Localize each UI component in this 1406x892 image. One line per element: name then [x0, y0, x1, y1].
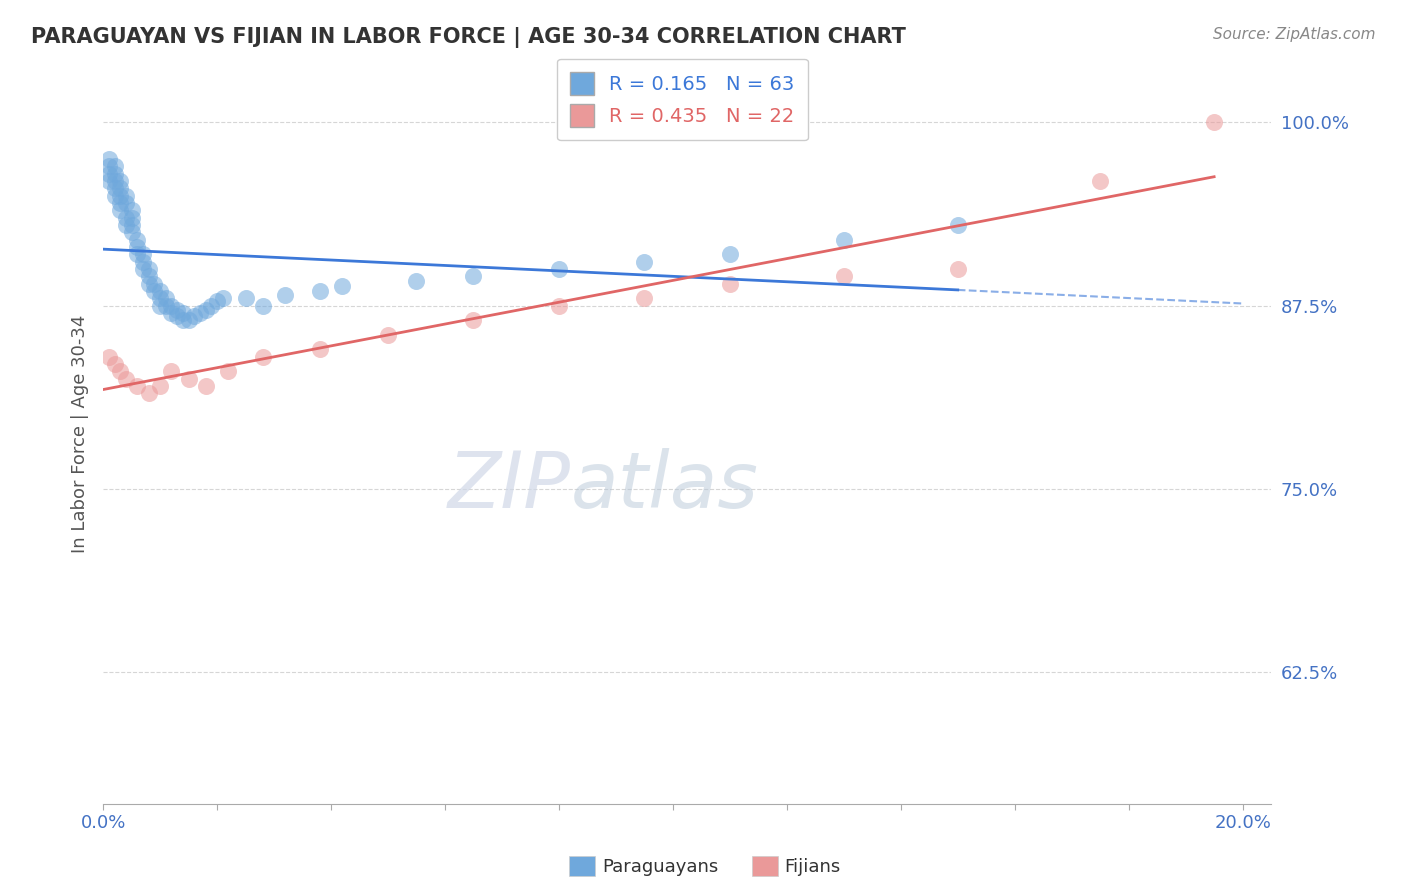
- Point: [308, 284, 330, 298]
- Point: [115, 372, 138, 386]
- Point: [132, 261, 155, 276]
- Point: [103, 174, 125, 188]
- Point: [160, 306, 183, 320]
- Point: [127, 233, 149, 247]
- Point: [138, 261, 160, 276]
- Point: [166, 309, 188, 323]
- Point: [405, 274, 427, 288]
- Point: [121, 211, 143, 225]
- Point: [155, 299, 177, 313]
- Point: [183, 309, 205, 323]
- Point: [110, 188, 132, 202]
- Point: [103, 188, 125, 202]
- Point: [946, 261, 969, 276]
- Point: [160, 364, 183, 378]
- Point: [149, 299, 172, 313]
- Point: [132, 254, 155, 268]
- Point: [177, 372, 200, 386]
- Point: [166, 302, 188, 317]
- Point: [138, 277, 160, 291]
- Point: [132, 247, 155, 261]
- Point: [127, 379, 149, 393]
- Point: [97, 167, 120, 181]
- Point: [143, 284, 166, 298]
- Point: [194, 379, 217, 393]
- Point: [149, 284, 172, 298]
- Point: [110, 181, 132, 195]
- Point: [121, 225, 143, 239]
- Point: [308, 343, 330, 357]
- Point: [103, 167, 125, 181]
- Point: [211, 291, 233, 305]
- Point: [97, 159, 120, 173]
- Point: [172, 306, 194, 320]
- Point: [127, 247, 149, 261]
- Point: [633, 254, 655, 268]
- Point: [97, 350, 120, 364]
- Point: [143, 277, 166, 291]
- Point: [832, 233, 855, 247]
- Point: [200, 299, 222, 313]
- Text: Source: ZipAtlas.com: Source: ZipAtlas.com: [1212, 27, 1375, 42]
- Point: [718, 247, 741, 261]
- Text: PARAGUAYAN VS FIJIAN IN LABOR FORCE | AGE 30-34 CORRELATION CHART: PARAGUAYAN VS FIJIAN IN LABOR FORCE | AG…: [31, 27, 905, 48]
- Point: [115, 211, 138, 225]
- Point: [110, 364, 132, 378]
- Point: [548, 299, 571, 313]
- Point: [274, 288, 297, 302]
- Point: [149, 291, 172, 305]
- Point: [188, 306, 211, 320]
- Point: [138, 386, 160, 401]
- Text: Fijians: Fijians: [785, 858, 841, 876]
- Point: [332, 279, 354, 293]
- Point: [832, 269, 855, 284]
- Point: [463, 269, 485, 284]
- Point: [633, 291, 655, 305]
- Point: [548, 261, 571, 276]
- Text: ZIP: ZIP: [447, 448, 571, 524]
- Point: [172, 313, 194, 327]
- Point: [177, 313, 200, 327]
- Point: [718, 277, 741, 291]
- Point: [138, 269, 160, 284]
- Point: [110, 195, 132, 210]
- Point: [115, 188, 138, 202]
- Point: [127, 240, 149, 254]
- Point: [149, 379, 172, 393]
- Y-axis label: In Labor Force | Age 30-34: In Labor Force | Age 30-34: [72, 315, 89, 553]
- Point: [103, 181, 125, 195]
- Point: [252, 299, 274, 313]
- Point: [235, 291, 257, 305]
- Point: [1204, 115, 1226, 129]
- Point: [217, 364, 239, 378]
- Point: [377, 327, 399, 342]
- Point: [110, 174, 132, 188]
- Point: [155, 291, 177, 305]
- Point: [110, 203, 132, 218]
- Point: [252, 350, 274, 364]
- Point: [1088, 174, 1111, 188]
- Point: [121, 218, 143, 232]
- Point: [463, 313, 485, 327]
- Point: [121, 203, 143, 218]
- Text: atlas: atlas: [571, 448, 758, 524]
- Point: [115, 218, 138, 232]
- Point: [946, 218, 969, 232]
- Point: [103, 357, 125, 371]
- Point: [115, 195, 138, 210]
- Point: [205, 294, 228, 309]
- Legend: R = 0.165   N = 63, R = 0.435   N = 22: R = 0.165 N = 63, R = 0.435 N = 22: [557, 59, 808, 140]
- Point: [97, 174, 120, 188]
- Point: [160, 299, 183, 313]
- Point: [194, 302, 217, 317]
- Point: [103, 159, 125, 173]
- Text: Paraguayans: Paraguayans: [602, 858, 718, 876]
- Point: [97, 152, 120, 166]
